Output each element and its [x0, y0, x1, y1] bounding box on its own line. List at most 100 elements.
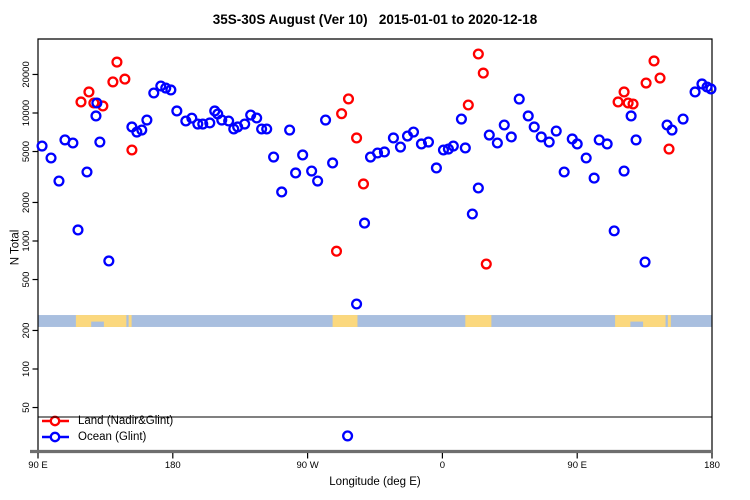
data-point: [430, 162, 442, 174]
data-point: [276, 186, 288, 198]
data-point: [306, 165, 318, 177]
land-ocean-strip: [38, 315, 712, 327]
x-axis-ticks: 90 E 180 90 W 0 90 E 180: [28, 453, 720, 471]
data-point: [131, 126, 143, 138]
data-point: [126, 121, 138, 133]
data-point: [327, 157, 339, 169]
land-segment: [128, 315, 132, 327]
data-point: [459, 142, 471, 154]
data-point: [88, 97, 100, 109]
data-point: [268, 151, 280, 163]
data-point: [290, 167, 302, 179]
data-point: [141, 114, 153, 126]
y-tick-label: 5000: [21, 141, 32, 162]
y-tick-label: 20000: [21, 61, 32, 87]
data-point: [45, 152, 57, 164]
y-tick-label: 500: [21, 272, 32, 288]
data-point: [197, 118, 209, 130]
data-point: [91, 97, 103, 109]
x-tick-label: 180: [704, 460, 720, 471]
y-tick-label: 2000: [21, 192, 32, 213]
y-tick-label: 200: [21, 323, 32, 339]
data-point: [513, 93, 525, 105]
data-point: [342, 93, 355, 105]
data-point: [97, 100, 109, 112]
data-point: [601, 138, 613, 150]
data-point: [72, 224, 84, 236]
data-point: [661, 119, 673, 131]
data-point: [608, 225, 620, 237]
data-point: [36, 140, 48, 152]
data-point: [251, 112, 263, 124]
data-point: [148, 87, 160, 99]
data-point: [472, 48, 484, 60]
data-point: [558, 166, 570, 178]
data-point: [622, 97, 634, 109]
data-point: [648, 55, 660, 67]
data-point: [75, 96, 87, 108]
data-point: [371, 147, 384, 159]
data-point: [216, 114, 228, 126]
data-point: [357, 178, 370, 190]
y-tick-label: 1000: [21, 230, 32, 251]
y-tick-label: 10000: [21, 100, 32, 126]
data-point: [689, 86, 701, 98]
data-point: [442, 143, 454, 155]
data-point: [618, 86, 630, 98]
data-point: [67, 137, 79, 149]
chart-title: 35S-30S August (Ver 10) 2015-01-01 to 20…: [212, 12, 538, 27]
data-point: [462, 99, 474, 111]
legend-item-ocean: Ocean (Glint): [41, 429, 173, 445]
data-point: [505, 131, 517, 143]
plot-box: [37, 38, 713, 450]
data-point: [204, 117, 216, 129]
data-point: [378, 146, 390, 158]
data-point: [666, 124, 678, 136]
data-point: [284, 124, 296, 136]
x-tick-label: 90 E: [28, 460, 48, 471]
data-point: [336, 108, 348, 120]
data-point: [261, 123, 273, 135]
land-segment: [332, 315, 358, 327]
coast-notch: [91, 321, 104, 327]
data-point: [223, 115, 235, 127]
data-point: [625, 110, 637, 122]
data-point: [593, 134, 605, 146]
data-point: [528, 121, 540, 133]
data-point: [588, 172, 600, 184]
data-point: [239, 118, 251, 130]
data-point: [466, 208, 478, 220]
data-point: [415, 138, 427, 150]
x-tick-label: 90 E: [567, 460, 587, 471]
data-point: [437, 144, 449, 156]
data-point: [53, 175, 65, 187]
data-point: [627, 98, 639, 110]
data-point: [364, 151, 377, 163]
data-point: [491, 137, 503, 149]
data-point: [630, 134, 642, 146]
data-point: [155, 80, 167, 92]
data-point: [701, 81, 713, 93]
data-point: [407, 126, 420, 138]
data-point: [351, 132, 363, 144]
data-point: [654, 72, 666, 84]
data-point: [480, 258, 492, 270]
data-point: [245, 109, 257, 121]
data-point: [522, 110, 534, 122]
data-point: [663, 143, 675, 155]
data-point: [401, 130, 414, 142]
data-point: [472, 182, 484, 194]
data-point: [640, 77, 652, 89]
data-point: [447, 140, 459, 152]
coast-notch: [630, 321, 644, 327]
data-point: [59, 134, 71, 146]
data-point: [94, 136, 106, 148]
land-points: [75, 48, 675, 270]
land-marker-icon: [42, 415, 69, 427]
data-point: [111, 56, 123, 68]
data-point: [455, 113, 467, 125]
data-point: [228, 123, 240, 135]
x-axis-title: Longitude (deg E): [329, 476, 421, 488]
land-segment: [75, 315, 127, 327]
